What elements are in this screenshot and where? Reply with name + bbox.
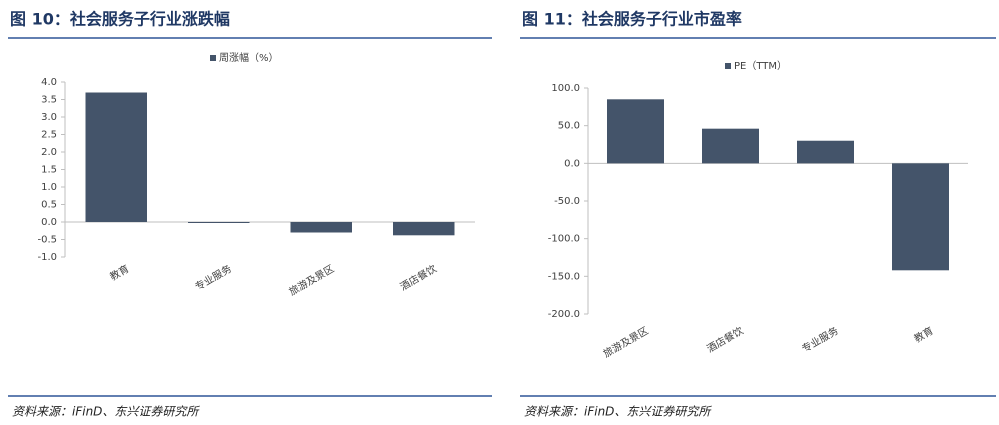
- x-tick-label: 酒店餐饮: [704, 324, 745, 355]
- y-tick-label: 0.0: [41, 217, 57, 228]
- y-tick-label: 2.5: [41, 130, 57, 141]
- y-tick-label: 1.0: [41, 182, 57, 193]
- bar: [607, 99, 664, 164]
- chart-title: 图 11：社会服务子行业市盈率: [522, 10, 742, 29]
- y-tick-label: 3.0: [41, 112, 57, 123]
- y-tick-label: 0.5: [41, 200, 57, 211]
- y-tick-label: 50.0: [558, 121, 580, 132]
- y-tick-label: 2.0: [41, 147, 57, 158]
- x-tick-label: 旅游及景区: [601, 324, 651, 360]
- x-tick-label: 教育: [107, 262, 131, 283]
- y-tick-label: -0.5: [37, 235, 57, 246]
- y-tick-label: -150.0: [548, 271, 580, 282]
- bar: [702, 128, 759, 164]
- legend-swatch: [725, 63, 731, 69]
- bar: [797, 140, 854, 164]
- y-tick-label: -200.0: [548, 309, 580, 320]
- legend-label: PE（TTM）: [734, 60, 787, 72]
- x-tick-label: 旅游及景区: [286, 262, 336, 298]
- source-note: 资料来源：iFinD、东兴证券研究所: [12, 405, 200, 419]
- y-tick-label: -100.0: [548, 234, 580, 245]
- y-tick-label: 1.5: [41, 165, 57, 176]
- y-tick-label: -1.0: [37, 252, 57, 263]
- y-tick-label: 3.5: [41, 95, 57, 106]
- chart-title: 图 10：社会服务子行业涨跌幅: [10, 10, 230, 29]
- bar: [85, 92, 147, 222]
- bar: [188, 222, 250, 223]
- bar: [393, 222, 455, 236]
- y-tick-label: 4.0: [41, 77, 57, 88]
- x-tick-label: 专业服务: [193, 262, 234, 293]
- source-note: 资料来源：iFinD、东兴证券研究所: [524, 405, 712, 419]
- legend-label: 周涨幅（%）: [219, 51, 279, 64]
- legend-swatch: [210, 55, 216, 61]
- x-tick-label: 酒店餐饮: [398, 262, 439, 293]
- y-tick-label: 0.0: [564, 158, 580, 169]
- y-tick-label: -50.0: [554, 196, 580, 207]
- bar: [290, 222, 352, 233]
- bar: [892, 163, 949, 271]
- x-tick-label: 教育: [912, 324, 936, 345]
- y-tick-label: 100.0: [551, 83, 580, 94]
- x-tick-label: 专业服务: [799, 324, 840, 355]
